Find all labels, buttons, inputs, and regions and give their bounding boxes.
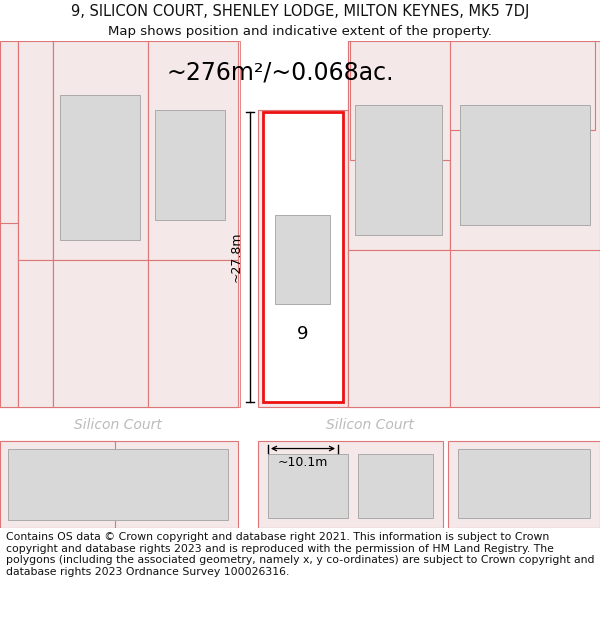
Bar <box>18 41 53 407</box>
Bar <box>0 441 238 528</box>
Bar <box>0 441 115 528</box>
Text: ~27.8m: ~27.8m <box>229 232 242 282</box>
Bar <box>238 41 240 407</box>
Bar <box>0 41 18 407</box>
Bar <box>450 41 595 130</box>
Bar <box>458 449 590 518</box>
Bar <box>350 41 450 160</box>
Bar <box>18 259 53 407</box>
Bar <box>450 41 600 249</box>
Bar <box>348 249 450 407</box>
Bar <box>18 41 53 259</box>
Bar <box>268 454 348 518</box>
Bar <box>448 441 600 528</box>
Bar <box>148 259 238 407</box>
Bar <box>348 41 450 249</box>
Bar <box>355 105 442 234</box>
Text: ~10.1m: ~10.1m <box>278 456 328 469</box>
Bar <box>348 41 450 407</box>
Bar <box>258 441 443 528</box>
Bar <box>358 454 433 518</box>
Text: Silicon Court: Silicon Court <box>74 418 162 432</box>
Bar <box>450 41 600 407</box>
Bar <box>53 259 148 407</box>
Bar <box>8 449 228 520</box>
Text: 9: 9 <box>297 325 309 343</box>
Text: Silicon Court: Silicon Court <box>326 418 414 432</box>
Bar <box>258 110 348 407</box>
Text: 9, SILICON COURT, SHENLEY LODGE, MILTON KEYNES, MK5 7DJ: 9, SILICON COURT, SHENLEY LODGE, MILTON … <box>71 4 529 19</box>
Text: Contains OS data © Crown copyright and database right 2021. This information is : Contains OS data © Crown copyright and d… <box>6 532 595 577</box>
Bar <box>53 41 148 259</box>
Bar <box>0 407 600 441</box>
Text: ~276m²/~0.068ac.: ~276m²/~0.068ac. <box>166 61 394 84</box>
Bar <box>155 110 225 220</box>
Bar <box>148 41 238 259</box>
Bar <box>263 112 343 402</box>
Bar <box>460 105 590 224</box>
Bar <box>0 222 18 407</box>
Bar <box>60 96 140 239</box>
Text: Map shows position and indicative extent of the property.: Map shows position and indicative extent… <box>108 25 492 38</box>
Bar <box>53 41 238 407</box>
Bar <box>275 215 330 304</box>
